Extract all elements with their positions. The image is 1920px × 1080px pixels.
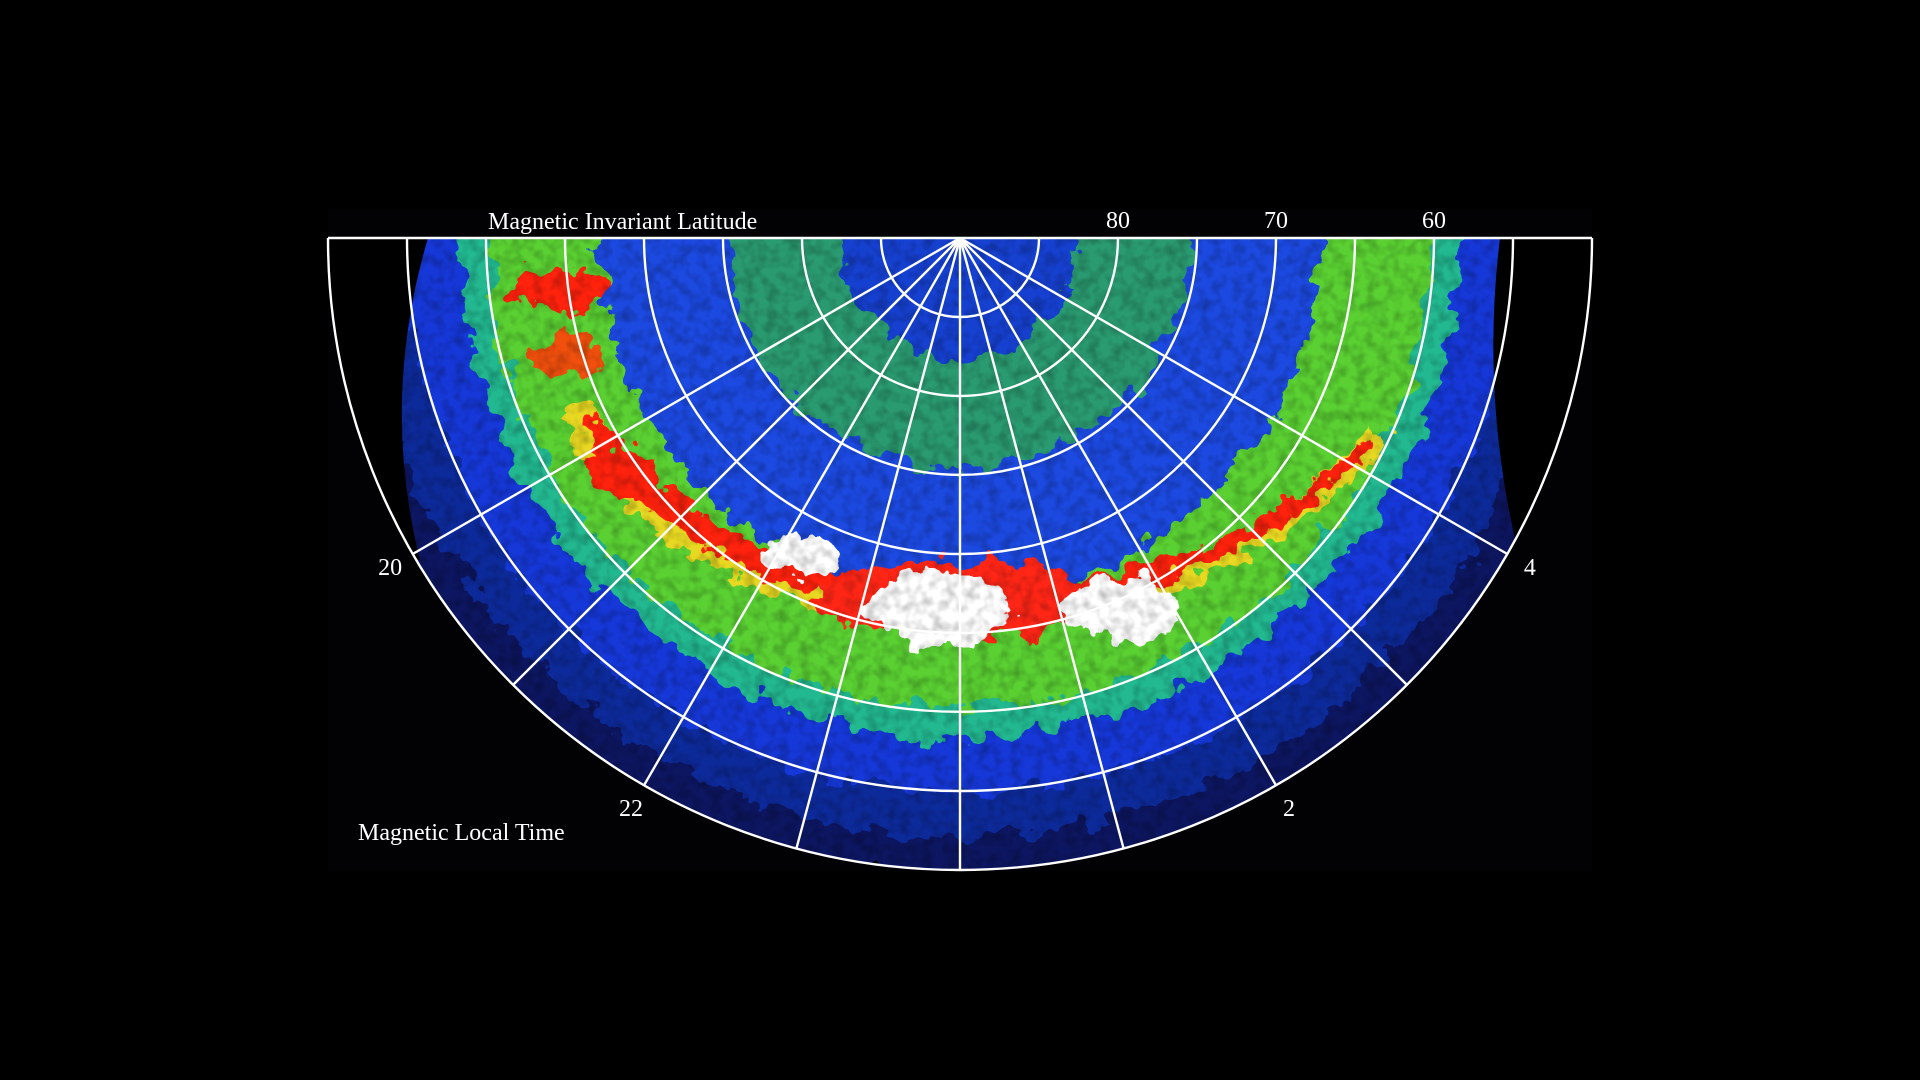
- mlt-tick-4: 4: [1524, 555, 1536, 581]
- mlt-tick-20: 20: [378, 555, 402, 581]
- local-time-axis-label: Magnetic Local Time: [358, 820, 565, 846]
- latitude-tick-60: 60: [1422, 208, 1446, 234]
- mlt-tick-22: 22: [619, 796, 643, 822]
- mlt-tick-2: 2: [1283, 796, 1295, 822]
- latitude-tick-70: 70: [1264, 208, 1288, 234]
- latitude-tick-80: 80: [1106, 208, 1130, 234]
- latitude-axis-label: Magnetic Invariant Latitude: [488, 209, 757, 235]
